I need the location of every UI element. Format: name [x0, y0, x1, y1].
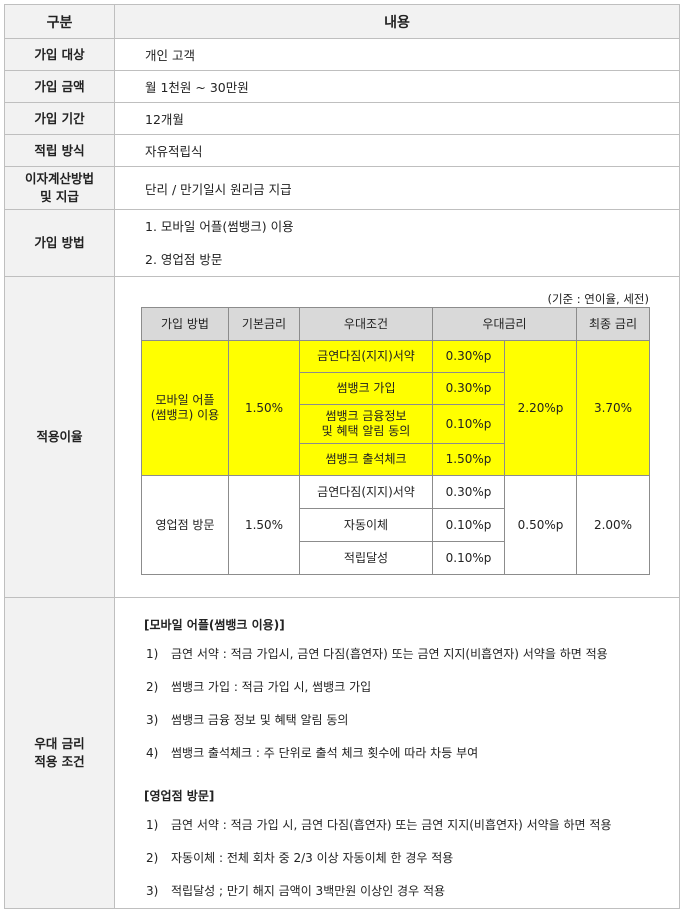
branch-base-rate: 1.50% [228, 475, 300, 575]
mobile-condition-item: 2) 썸뱅크 가입 : 적금 가입 시, 썸뱅크 가입 [144, 671, 679, 704]
interest-label: 이자계산방법 및 지급 [4, 166, 115, 210]
mobile-total-pref: 2.20%p [503, 340, 578, 476]
item-text: 썸뱅크 금융 정보 및 혜택 알림 동의 [171, 713, 349, 727]
branch-section-title: [영업점 방문] [144, 789, 215, 803]
mobile-condition-name: 썸뱅크 금융정보 및 혜택 알림 동의 [299, 404, 433, 444]
method-label: 적립 방식 [4, 134, 115, 167]
mobile-channel: 모바일 어플 (썸뱅크) 이용 [141, 340, 229, 476]
rate-row-branch-1: 영업점 방문 1.50% 금연다짐(지지)서약 0.30%p 0.50%p 2.… [141, 475, 651, 575]
mobile-condition-item: 4) 썸뱅크 출석체크 : 주 단위로 출석 체크 횟수에 따라 차등 부여 [144, 737, 679, 770]
mobile-condition-item: 3) 썸뱅크 금융 정보 및 혜택 알림 동의 [144, 704, 679, 737]
item-number: 2) [146, 680, 159, 694]
item-number: 3) [146, 713, 159, 727]
rate-row-mobile-2: 썸뱅크 가입 0.30%p [142, 372, 650, 405]
join-value: 1. 모바일 어플(썸뱅크) 이용 2. 영업점 방문 [114, 209, 680, 277]
mobile-condition-line2: 및 혜택 알림 동의 [321, 424, 411, 438]
mobile-channel-line1: 모바일 어플 [155, 393, 215, 407]
mobile-base-rate: 1.50% [228, 340, 300, 476]
item-number: 3) [146, 884, 159, 898]
branch-total-pref: 0.50%p [503, 475, 578, 575]
row-preference: 우대 금리 적용 조건 [모바일 어플(썸뱅크 이용)] 1) 금연 서약 : 적… [4, 597, 680, 909]
row-method: 적립 방식 자유적립식 [4, 134, 680, 167]
target-label: 가입 대상 [4, 38, 115, 71]
preference-label-line1: 우대 금리 [34, 736, 85, 751]
interest-value: 단리 / 만기일시 원리금 지급 [114, 166, 680, 210]
mobile-condition-rate: 0.30%p [432, 372, 505, 405]
branch-condition-item: 1) 금연 서약 : 적금 가입 시, 금연 다짐(흡연자) 또는 금연 지지(비… [144, 809, 679, 842]
rate-row-mobile-3: 썸뱅크 금융정보 및 혜택 알림 동의 0.10%p [142, 404, 650, 444]
mobile-condition-name: 금연다짐(지지)서약 [299, 340, 433, 373]
item-text: 적립달성 ; 만기 해지 금액이 3백만원 이상인 경우 적용 [171, 884, 446, 898]
rate-row-branch-3: 적립달성 0.10%p [142, 541, 650, 575]
item-number: 1) [146, 818, 159, 832]
row-rate: 적용이율 (기준 : 연이율, 세전) 가입 방법 기본금리 우대조건 우대금리… [4, 276, 680, 598]
mobile-condition-name: 썸뱅크 출석체크 [299, 443, 433, 476]
item-number: 2) [146, 851, 159, 865]
join-item-mobile: 1. 모바일 어플(썸뱅크) 이용 [145, 219, 294, 234]
row-join: 가입 방법 1. 모바일 어플(썸뱅크) 이용 2. 영업점 방문 [4, 209, 680, 277]
method-value: 자유적립식 [114, 134, 680, 167]
rate-header-condition: 우대조건 [299, 307, 433, 341]
amount-value: 월 1천원 ~ 30만원 [114, 70, 680, 103]
mobile-condition-rate: 0.10%p [432, 404, 505, 444]
join-label: 가입 방법 [4, 209, 115, 277]
rate-row-mobile-1: 모바일 어플 (썸뱅크) 이용 1.50% 금연다짐(지지)서약 0.30%p … [141, 340, 651, 476]
item-number: 1) [146, 647, 159, 661]
branch-condition-rate: 0.30%p [432, 475, 505, 509]
row-amount: 가입 금액 월 1천원 ~ 30만원 [4, 70, 680, 103]
header-category: 구분 [4, 4, 115, 39]
preference-label-line2: 적용 조건 [34, 754, 85, 769]
row-target: 가입 대상 개인 고객 [4, 38, 680, 71]
period-value: 12개월 [114, 102, 680, 135]
mobile-condition-line1: 썸뱅크 금융정보 [325, 409, 407, 423]
item-text: 썸뱅크 가입 : 적금 가입 시, 썸뱅크 가입 [171, 680, 372, 694]
target-value: 개인 고객 [114, 38, 680, 71]
branch-condition-item: 2) 자동이체 : 전체 회차 중 2/3 이상 자동이체 한 경우 적용 [144, 842, 679, 875]
item-text: 자동이체 : 전체 회차 중 2/3 이상 자동이체 한 경우 적용 [171, 851, 454, 865]
branch-condition-rate: 0.10%p [432, 541, 505, 575]
rate-row-branch-2: 자동이체 0.10%p [142, 508, 650, 542]
join-item-branch: 2. 영업점 방문 [145, 252, 223, 267]
rate-header-base: 기본금리 [228, 307, 300, 341]
mobile-channel-line2: (썸뱅크) 이용 [150, 408, 220, 422]
branch-condition-name: 자동이체 [299, 508, 433, 542]
item-text: 금연 서약 : 적금 가입 시, 금연 다짐(흡연자) 또는 금연 지지(비흡연… [171, 818, 612, 832]
rate-content: (기준 : 연이율, 세전) 가입 방법 기본금리 우대조건 우대금리 최종 금… [114, 276, 680, 598]
mobile-condition-item: 1) 금연 서약 : 적금 가입시, 금연 다짐(흡연자) 또는 금연 지지(비흡… [144, 638, 679, 671]
row-interest: 이자계산방법 및 지급 단리 / 만기일시 원리금 지급 [4, 166, 680, 210]
row-period: 가입 기간 12개월 [4, 102, 680, 135]
product-info-table: 구분 내용 가입 대상 개인 고객 가입 금액 월 1천원 ~ 30만원 가입 … [4, 4, 680, 909]
item-text: 썸뱅크 출석체크 : 주 단위로 출석 체크 횟수에 따라 차등 부여 [171, 746, 479, 760]
rate-table: 가입 방법 기본금리 우대조건 우대금리 최종 금리 모바일 어플 (썸뱅크) … [141, 307, 651, 575]
rate-basis-note: (기준 : 연이율, 세전) [547, 292, 649, 306]
interest-label-line1: 이자계산방법 [24, 171, 94, 186]
mobile-condition-rate: 0.30%p [432, 340, 505, 373]
branch-condition-rate: 0.10%p [432, 508, 505, 542]
interest-label-line2: 및 지급 [40, 189, 79, 204]
preference-label: 우대 금리 적용 조건 [4, 597, 115, 909]
rate-table-header: 가입 방법 기본금리 우대조건 우대금리 최종 금리 [141, 307, 651, 341]
mobile-condition-name: 썸뱅크 가입 [299, 372, 433, 405]
mobile-final-rate: 3.70% [576, 340, 651, 476]
period-label: 가입 기간 [4, 102, 115, 135]
mobile-section-title: [모바일 어플(썸뱅크 이용)] [144, 618, 285, 632]
preference-content: [모바일 어플(썸뱅크 이용)] 1) 금연 서약 : 적금 가입시, 금연 다짐… [114, 597, 680, 909]
rate-header-pref: 우대금리 [431, 307, 578, 341]
branch-condition-item: 3) 적립달성 ; 만기 해지 금액이 3백만원 이상인 경우 적용 [144, 875, 679, 908]
rate-header-final: 최종 금리 [576, 307, 651, 341]
branch-condition-name: 적립달성 [299, 541, 433, 575]
branch-condition-name: 금연다짐(지지)서약 [299, 475, 433, 509]
amount-label: 가입 금액 [4, 70, 115, 103]
mobile-condition-rate: 1.50%p [432, 443, 505, 476]
header-content: 내용 [114, 4, 680, 39]
item-text: 금연 서약 : 적금 가입시, 금연 다짐(흡연자) 또는 금연 지지(비흡연자… [171, 647, 608, 661]
rate-header-channel: 가입 방법 [141, 307, 229, 341]
rate-label: 적용이율 [4, 276, 115, 598]
item-number: 4) [146, 746, 159, 760]
branch-channel: 영업점 방문 [141, 475, 229, 575]
branch-final-rate: 2.00% [576, 475, 651, 575]
table-header: 구분 내용 [4, 4, 680, 39]
